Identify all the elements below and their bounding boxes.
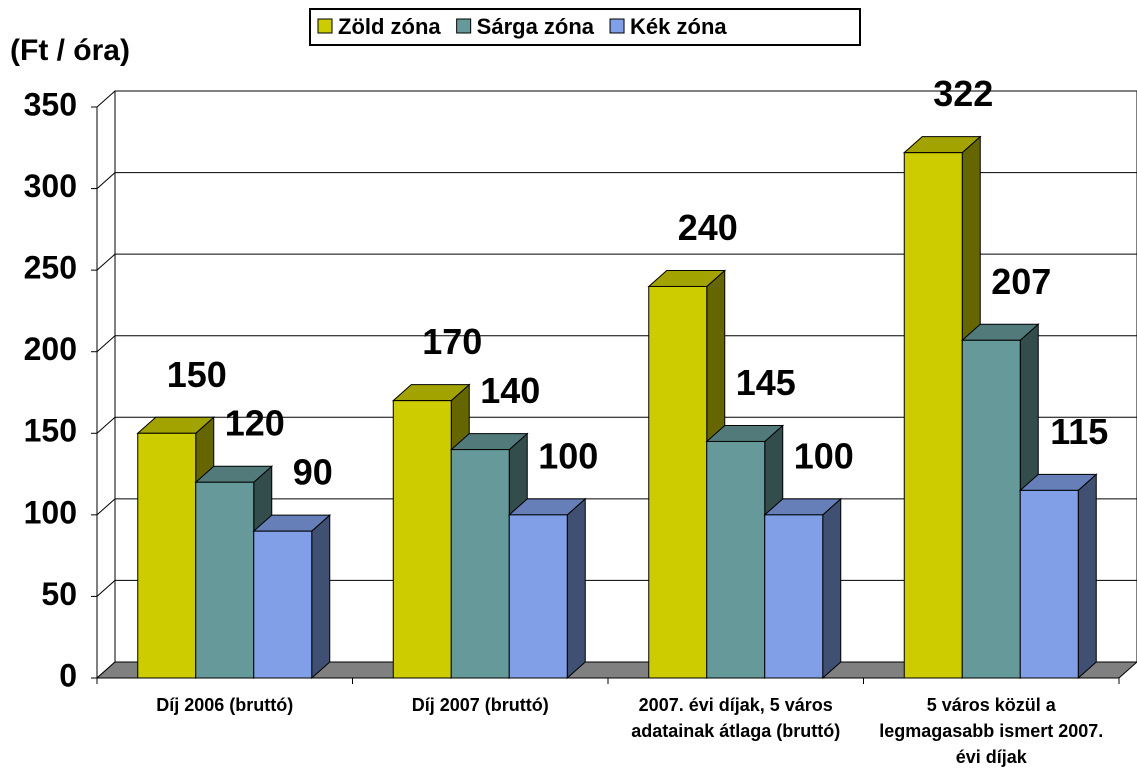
legend-swatch <box>317 18 333 34</box>
legend-label: Zöld zóna <box>338 14 441 39</box>
x-tick-label: 5 város közül a legmagasabb ismert 2007.… <box>879 695 1104 767</box>
value-label: 150 <box>167 354 227 395</box>
x-tick-label: Díj 2007 (bruttó) <box>411 695 549 715</box>
y-tick-label: 200 <box>24 331 77 367</box>
bar <box>392 400 452 679</box>
bar <box>961 339 1021 679</box>
bar-side <box>1077 473 1097 680</box>
value-label: 120 <box>225 403 285 444</box>
grid-line-side <box>96 253 116 271</box>
y-tick-label: 350 <box>24 86 77 122</box>
bar <box>1019 489 1079 679</box>
value-label: 170 <box>422 321 482 362</box>
value-label: 240 <box>678 207 738 248</box>
y-tick-label: 0 <box>59 657 77 693</box>
bar-side <box>311 514 331 680</box>
grid-line-side <box>96 416 116 434</box>
x-tick-label: 2007. évi díjak, 5 város adatainak átlag… <box>631 695 841 741</box>
y-tick-label: 50 <box>41 576 77 612</box>
bar <box>706 440 766 679</box>
bar <box>508 514 568 679</box>
bar <box>450 449 510 679</box>
value-label: 100 <box>538 435 598 476</box>
grid-line-side <box>96 90 116 108</box>
grid-line-side <box>96 335 116 353</box>
grid-line-side <box>96 172 116 189</box>
legend-label: Sárga zóna <box>477 14 595 39</box>
bar-side <box>822 497 842 680</box>
value-label: 140 <box>480 370 540 411</box>
legend-swatch <box>609 18 625 34</box>
legend-label: Kék zóna <box>630 14 727 39</box>
y-tick-label: 250 <box>24 250 77 286</box>
grid-line-side <box>96 580 116 597</box>
value-label: 207 <box>991 261 1051 302</box>
value-label: 322 <box>933 73 993 114</box>
legend-swatch <box>456 18 472 34</box>
y-axis-title: (Ft / óra) <box>10 34 130 67</box>
value-label: 100 <box>794 435 854 476</box>
y-tick-label: 100 <box>24 494 77 530</box>
y-tick-label: 150 <box>24 413 77 449</box>
value-label: 115 <box>1050 411 1108 452</box>
value-label: 145 <box>736 362 796 403</box>
y-tick-label: 300 <box>24 168 77 204</box>
value-label: 90 <box>293 452 333 493</box>
bar <box>195 481 255 679</box>
x-tick-label: Díj 2006 (bruttó) <box>156 695 294 715</box>
grid-line-side <box>96 498 116 516</box>
bar <box>764 514 824 679</box>
legend-box <box>309 8 861 46</box>
bar-side <box>566 497 586 680</box>
bar <box>648 285 708 679</box>
bar <box>137 432 197 679</box>
bar <box>253 530 313 679</box>
bar <box>903 152 963 679</box>
